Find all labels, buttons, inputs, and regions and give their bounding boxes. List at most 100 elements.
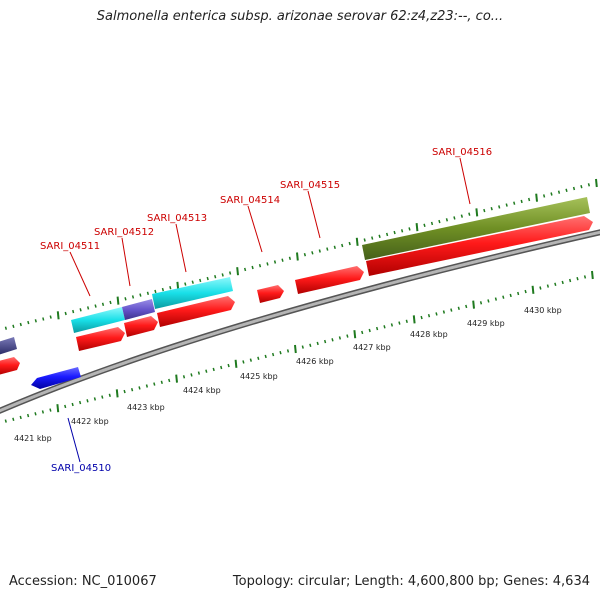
upper-scale-minor-tick (109, 300, 112, 305)
upper-scale-major-tick (355, 237, 359, 246)
upper-scale-minor-tick (146, 291, 150, 295)
lower-scale-minor-tick (271, 352, 275, 357)
upper-scale-minor-tick (438, 219, 441, 224)
upper-scale-minor-tick (580, 185, 583, 189)
lower-scale-major-tick (353, 330, 357, 339)
gene-arrow-04515[interactable] (295, 266, 364, 294)
lower-scale-minor-tick (64, 404, 67, 409)
upper-scale-major-tick (236, 267, 239, 276)
lower-scale-minor-tick (323, 339, 327, 344)
lower-scale-minor-tick (153, 382, 156, 386)
lower-scale-major-tick (294, 344, 297, 354)
gene-label-04512[interactable]: SARI_04512 (94, 227, 154, 238)
gene-arrow-left-red (0, 357, 20, 375)
lower-scale-minor-tick (257, 356, 260, 360)
gene-label-04513[interactable]: SARI_04513 (147, 213, 207, 224)
lower-scale-minor-tick (78, 400, 82, 405)
lower-scale-minor-tick (160, 380, 163, 384)
gene-arrow-04510[interactable] (31, 367, 81, 389)
upper-scale-minor-tick (371, 236, 374, 240)
upper-scale-minor-tick (131, 295, 135, 299)
upper-scale-minor-tick (408, 227, 411, 231)
gene-arrow-04516[interactable] (366, 216, 593, 276)
lower-scale-major-tick (531, 285, 535, 294)
scale-label-4421: 4421 kbp (14, 434, 52, 443)
leader-04515 (307, 190, 321, 239)
lower-scale-minor-tick (130, 388, 134, 392)
upper-scale-minor-tick (27, 320, 30, 325)
upper-scale-minor-tick (363, 238, 366, 242)
lower-scale-major-tick (234, 359, 238, 368)
cog-band (0, 197, 590, 355)
upper-scale-minor-tick (258, 264, 262, 268)
upper-scale-minor-tick (430, 221, 434, 226)
upper-scale-major-tick (415, 223, 419, 232)
upper-scale-minor-tick (303, 253, 307, 257)
upper-scale-minor-tick (311, 251, 314, 255)
upper-scale-minor-tick (348, 241, 351, 246)
cog-bar-cyan-04511 (71, 307, 125, 333)
lower-scale-minor-tick (450, 308, 453, 312)
gene-label-04516[interactable]: SARI_04516 (432, 147, 492, 158)
upper-scale-minor-tick (393, 230, 396, 235)
leader-04514 (247, 205, 263, 253)
upper-scale-minor-tick (72, 309, 75, 314)
lower-scale-minor-tick (34, 412, 37, 416)
upper-scale-major-tick (595, 178, 598, 188)
upper-scale-minor-tick (483, 208, 486, 213)
lower-scale-minor-tick (168, 378, 171, 383)
lower-scale-major-tick (175, 374, 178, 383)
lower-scale-minor-tick (435, 312, 438, 316)
scale-label-4422: 4422 kbp (71, 417, 109, 426)
upper-scale-minor-tick (4, 326, 8, 330)
lower-scale-minor-tick (442, 310, 446, 314)
lower-scale-minor-tick (190, 373, 193, 377)
leader-04513 (175, 223, 187, 273)
lower-scale-minor-tick (583, 275, 587, 279)
lower-scale-minor-tick (509, 293, 512, 298)
gene-label-04515[interactable]: SARI_04515 (280, 180, 340, 191)
gene-label-04514[interactable]: SARI_04514 (220, 195, 280, 206)
leader-04510 (67, 417, 81, 463)
upper-scale-minor-tick (169, 286, 172, 290)
lower-scale-major-tick (115, 389, 119, 398)
lower-scale-minor-tick (554, 282, 557, 286)
lower-scale-minor-tick (19, 415, 22, 420)
lower-scale-minor-tick (568, 278, 572, 283)
lower-scale-minor-tick (331, 338, 334, 342)
upper-scale-minor-tick (34, 319, 37, 323)
upper-scale-minor-tick (498, 205, 501, 209)
lower-scale-minor-tick (368, 328, 371, 333)
gene-arrow-04511[interactable] (76, 327, 125, 351)
lower-scale-minor-tick (242, 360, 245, 364)
gene-arrow-04512[interactable] (124, 316, 158, 337)
accession-text: Accession: NC_010067 (9, 574, 157, 589)
gene-arrow-04514[interactable] (257, 285, 284, 303)
lower-scale-minor-tick (576, 277, 579, 281)
lower-scale-minor-tick (12, 417, 15, 421)
upper-scale-minor-tick (527, 197, 531, 202)
upper-scale-minor-tick (341, 243, 344, 248)
lower-scale-minor-tick (4, 419, 7, 423)
lower-scale-minor-tick (457, 306, 460, 310)
gene-label-04511[interactable]: SARI_04511 (40, 241, 100, 252)
lower-scale-minor-tick (316, 341, 319, 346)
upper-scale-minor-tick (266, 262, 269, 266)
lower-scale-minor-tick (26, 413, 30, 418)
forward-strand-genes (0, 216, 593, 375)
upper-scale-minor-tick (19, 322, 22, 327)
scale-label-4428: 4428 kbp (410, 330, 448, 339)
upper-scale-minor-tick (12, 324, 15, 328)
lower-scale-minor-tick (101, 395, 104, 399)
upper-scale-minor-tick (445, 218, 449, 222)
cog-bar-purple-04512 (122, 299, 155, 320)
upper-scale-minor-tick (318, 249, 321, 253)
upper-scale-minor-tick (333, 245, 336, 249)
gene-arrow-04513[interactable] (157, 296, 235, 327)
lower-scale-minor-tick (479, 301, 483, 305)
scale-label-4425: 4425 kbp (240, 372, 278, 381)
upper-scale-minor-tick (154, 289, 157, 294)
gene-label-04510[interactable]: SARI_04510 (51, 463, 111, 474)
upper-scale-minor-tick (453, 216, 456, 220)
